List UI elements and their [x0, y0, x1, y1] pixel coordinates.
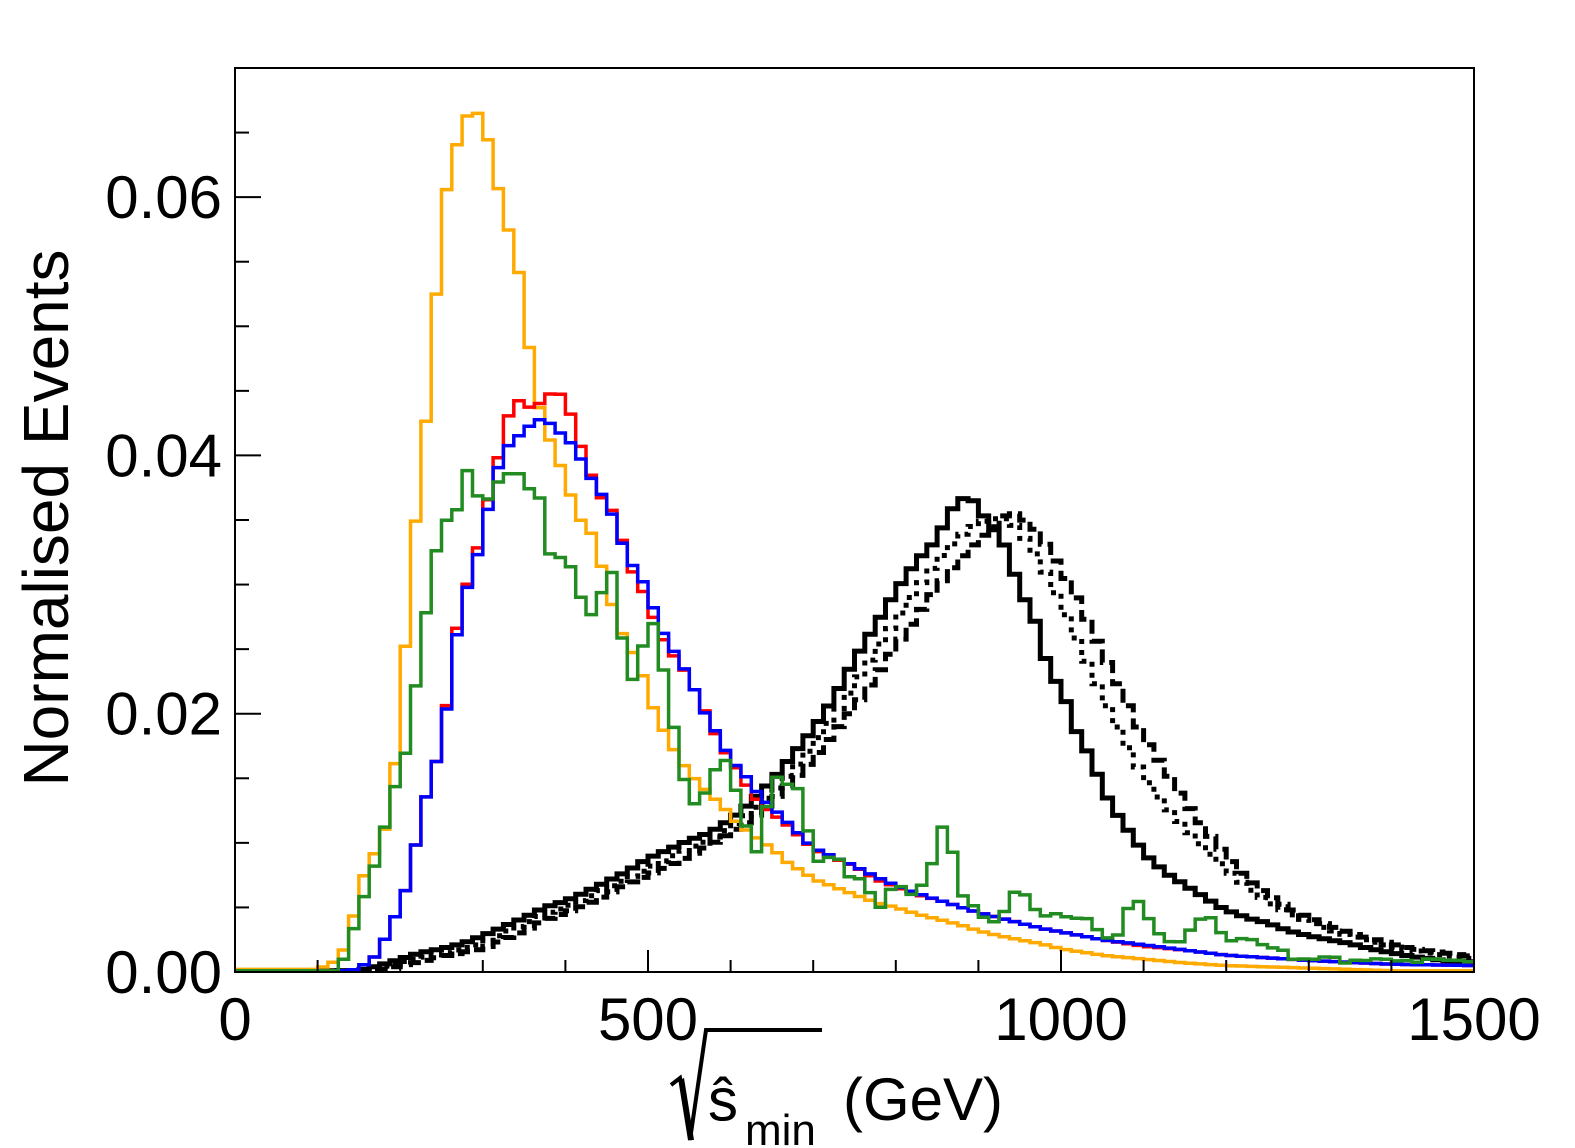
x-tick-label: 0 — [218, 986, 251, 1053]
sqrt-symbol-stem — [680, 1078, 694, 1140]
y-tick-label: 0.02 — [105, 681, 222, 748]
x-axis-label-unit: (GeV) — [843, 1066, 1003, 1133]
series-layer — [235, 111, 1474, 972]
x-tick-label: 1000 — [994, 986, 1127, 1053]
x-axis-label-symbol: ŝ — [708, 1066, 738, 1133]
y-tick-label: 0.06 — [105, 164, 222, 231]
series-line-black-dashed — [235, 511, 1474, 972]
y-tick-label: 0.04 — [105, 422, 222, 489]
x-axis-label-subscript: min — [745, 1106, 816, 1148]
y-axis-label: Normalised Events — [10, 249, 82, 786]
series-line-blue — [235, 418, 1474, 972]
series-line-green — [235, 468, 1474, 972]
x-axis-label: ŝ min (GeV) — [669, 1028, 1003, 1148]
axis-ticks: 0 500 1000 1500 0.00 0.02 0.04 0.06 — [105, 67, 1541, 1053]
y-tick-label: 0.00 — [105, 939, 222, 1006]
x-tick-label: 1500 — [1407, 986, 1540, 1053]
x-tick-label: 500 — [598, 986, 698, 1053]
series-line-orange — [235, 111, 1474, 972]
series-line-black-solid — [235, 496, 1474, 972]
